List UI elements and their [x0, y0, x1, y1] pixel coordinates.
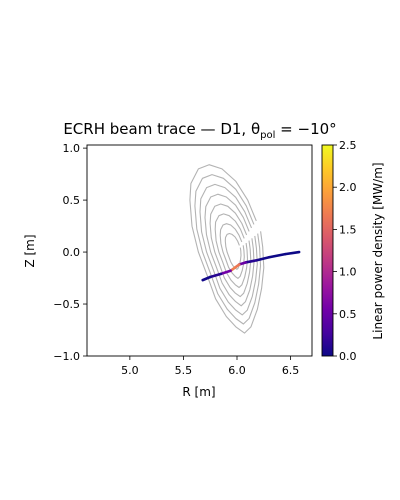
- colorbar-tick-label: 2.5: [339, 139, 357, 152]
- colorbar-tick-label: 0.5: [339, 308, 357, 321]
- flux-surface-contour: [224, 232, 242, 270]
- colorbar-ticks: 0.0 0.5 1.0 1.5 2.0 2.5: [333, 139, 357, 363]
- y-tick-label: 0.0: [63, 246, 81, 259]
- x-tick-label: 6.5: [282, 364, 300, 377]
- flux-surface-contour: [194, 174, 262, 325]
- beam-segment: [208, 272, 223, 279]
- flux-surface-contour: [189, 164, 265, 334]
- x-tick-label: 5.5: [175, 364, 193, 377]
- chart-title: ECRH beam trace — D1, θpol = −10°: [63, 120, 336, 141]
- x-axis-ticks: 5.0 5.5 6.0 6.5: [121, 356, 299, 377]
- colorbar: [321, 144, 334, 357]
- y-axis-label: Z [m]: [23, 234, 37, 267]
- flux-surface-contour: [219, 223, 245, 279]
- beam-segment: [267, 252, 287, 259]
- x-tick-label: 6.0: [228, 364, 246, 377]
- plot-area-frame: [86, 144, 313, 357]
- x-axis-label: R [m]: [182, 385, 215, 399]
- y-tick-label: −0.5: [53, 298, 80, 311]
- beam-segment: [254, 255, 271, 262]
- beam-segment: [283, 250, 301, 256]
- x-tick-label: 5.0: [121, 364, 139, 377]
- beam-segment: [219, 269, 232, 276]
- colorbar-tick-label: 0.0: [339, 350, 357, 363]
- flux-surface-contour: [214, 213, 249, 289]
- flux-surface-contour: [204, 193, 255, 307]
- beam-segment: [201, 275, 212, 282]
- colorbar-label: Linear power density [MW/m]: [371, 162, 385, 339]
- flux-surfaces: [189, 164, 265, 334]
- colorbar-tick-label: 1.0: [339, 266, 357, 279]
- title-suffix: = −10°: [275, 120, 336, 138]
- y-tick-label: −1.0: [53, 350, 80, 363]
- beam-trace: [201, 250, 301, 282]
- flux-surface-contour: [199, 183, 258, 316]
- colorbar-tick-label: 2.0: [339, 181, 357, 194]
- colorbar-tick-label: 1.5: [339, 223, 357, 236]
- y-tick-label: 1.0: [63, 142, 81, 155]
- flux-surface-contour: [209, 203, 252, 298]
- title-subscript: pol: [260, 130, 275, 141]
- y-axis-ticks: −1.0 −0.5 0.0 0.5 1.0: [53, 142, 87, 363]
- y-tick-label: 0.5: [63, 194, 81, 207]
- beam-segment: [244, 259, 258, 264]
